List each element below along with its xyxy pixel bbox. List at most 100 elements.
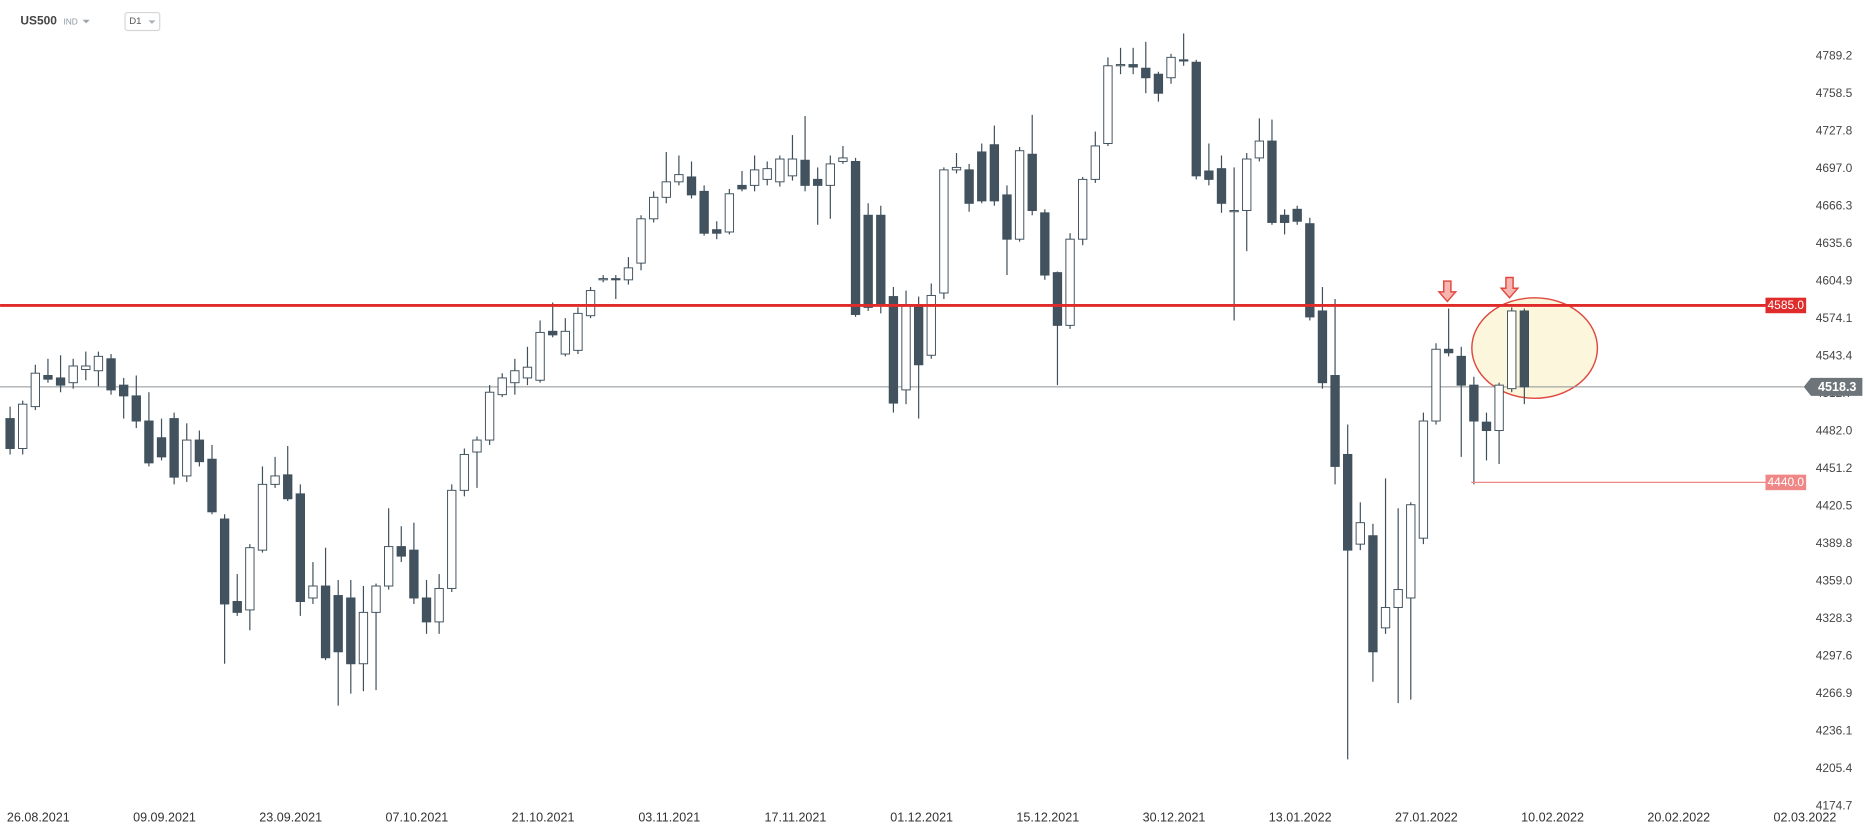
price-line-label: 4440.0 — [1768, 475, 1805, 489]
x-tick-label: 23.09.2021 — [259, 810, 322, 824]
candle-body — [1065, 238, 1075, 326]
overlay: 4789.2 4758.5 4727.8 4697.0 4666.3 4635.6 4604… — [0, 48, 1863, 824]
candle-body — [888, 296, 899, 404]
candle-body — [1078, 178, 1088, 240]
candle-body — [1090, 145, 1100, 180]
candle-body — [1040, 212, 1050, 276]
timeframe-box[interactable] — [124, 11, 161, 32]
candle-body — [1115, 64, 1126, 67]
candle-body — [5, 418, 15, 449]
down-arrow — [1499, 276, 1520, 299]
candle-body — [535, 331, 545, 381]
candle-body — [1355, 522, 1365, 545]
candle-body — [787, 158, 798, 177]
candle-body — [358, 611, 369, 665]
price-line-label-box — [1765, 474, 1807, 491]
candle-body — [308, 585, 318, 599]
x-tick-label: 03.11.2021 — [638, 810, 700, 824]
candle-body — [1469, 384, 1479, 422]
candle-body — [434, 587, 444, 623]
candle-body — [1204, 170, 1214, 180]
candle-body — [232, 601, 242, 613]
candle-body — [699, 190, 709, 234]
candle-body — [497, 377, 507, 396]
candle-body — [447, 489, 457, 589]
timeframe[interactable]: D1 — [129, 16, 141, 27]
candle-body — [81, 365, 91, 371]
candle-body — [169, 418, 179, 478]
candle-body — [1267, 140, 1277, 223]
y-tick-label: 4174.7 — [1816, 798, 1853, 812]
y-tick-label: 4420.5 — [1816, 498, 1853, 512]
candle-body — [194, 439, 205, 463]
candle-body — [1456, 355, 1466, 386]
candle-body — [913, 304, 924, 366]
candle-body — [1406, 504, 1416, 599]
candle-body — [1481, 421, 1492, 432]
y-tick-label: 4297.6 — [1816, 648, 1853, 662]
candle-body — [510, 370, 520, 384]
x-tick-label: 15.12.2021 — [1016, 810, 1079, 824]
x-tick-label: 01.12.2021 — [890, 810, 953, 824]
candle-body — [1292, 208, 1302, 222]
y-tick-label: 4205.4 — [1816, 761, 1853, 775]
candle-body — [1153, 73, 1164, 94]
candle-body — [648, 196, 659, 220]
candle-body — [459, 453, 470, 491]
candle-body — [724, 193, 735, 233]
candle-body — [144, 420, 154, 464]
candle-body — [939, 169, 949, 294]
candle-body — [320, 585, 331, 659]
candle-body — [1317, 310, 1328, 384]
candle-body — [623, 267, 634, 281]
y-tick-label: 4604.9 — [1816, 273, 1853, 287]
candle-body — [1494, 384, 1504, 432]
candle-body — [1343, 453, 1353, 551]
candle-body — [522, 366, 533, 379]
market[interactable]: IND — [63, 16, 77, 26]
candle-body — [1393, 589, 1403, 608]
candle-body — [484, 391, 495, 441]
candle-body — [1431, 348, 1441, 422]
candle-body — [1141, 67, 1151, 79]
x-tick-label: 27.01.2022 — [1395, 810, 1458, 824]
x-tick-label: 13.01.2022 — [1269, 810, 1332, 824]
candle-body — [989, 144, 1000, 202]
symbol[interactable]: US500 — [20, 14, 57, 28]
candle-body — [18, 403, 28, 449]
candle-body — [573, 312, 583, 351]
candle-body — [1242, 158, 1252, 211]
y-tick-label: 4359.0 — [1816, 573, 1853, 587]
candle-body — [1380, 607, 1391, 629]
y-tick-label: 4727.8 — [1816, 123, 1853, 137]
candle-body — [68, 365, 78, 384]
y-tick-label: 4389.8 — [1816, 536, 1853, 550]
y-tick-label: 4697.0 — [1816, 161, 1853, 175]
candle-body — [850, 160, 861, 315]
candle-body — [762, 168, 772, 180]
x-tick-label: 17.11.2021 — [765, 810, 827, 824]
y-tick-label: 4543.4 — [1816, 348, 1853, 362]
x-tick-label: 07.10.2021 — [385, 810, 448, 824]
candle-body — [55, 377, 66, 386]
x-tick-label: 21.10.2021 — [512, 810, 575, 824]
candle-body — [951, 166, 962, 171]
candle-body — [977, 151, 987, 202]
candle-body — [636, 218, 646, 264]
toolbar: US500 IND D1 — [20, 11, 161, 32]
candle-body — [800, 159, 810, 186]
candle-body — [598, 278, 608, 281]
candle-body — [1305, 223, 1315, 318]
x-tick-label: 09.09.2021 — [133, 810, 196, 824]
candle-body — [93, 355, 104, 372]
candle-body — [585, 290, 596, 317]
price-line-label-box — [1765, 297, 1807, 314]
candle-body — [207, 458, 217, 513]
candle-body — [813, 178, 823, 186]
timeframe-dropdown[interactable] — [148, 20, 156, 24]
y-tick-label: 4666.3 — [1816, 198, 1853, 212]
market-dropdown[interactable] — [82, 19, 90, 24]
